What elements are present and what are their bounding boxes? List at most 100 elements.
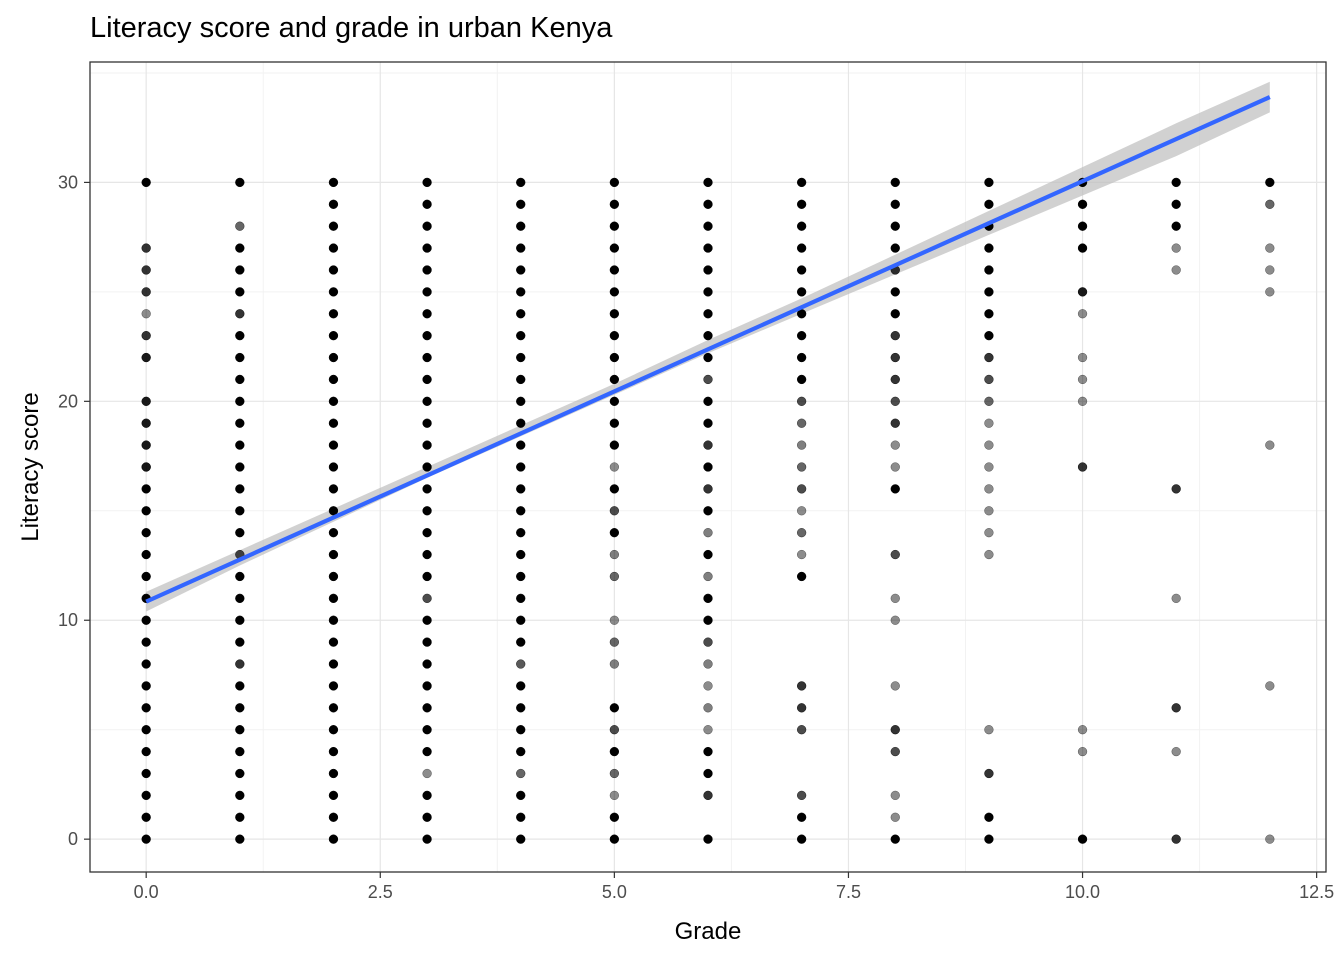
data-point [141, 768, 151, 779]
data-point [422, 309, 432, 319]
data-point [609, 659, 620, 669]
data-point [703, 725, 713, 735]
data-point [703, 681, 713, 691]
data-point [890, 374, 900, 385]
data-point [235, 221, 245, 231]
data-point [609, 243, 620, 253]
data-point [609, 374, 620, 385]
x-tick-label: 2.5 [368, 882, 393, 902]
data-point [703, 615, 713, 625]
data-point [703, 549, 713, 560]
data-point [328, 725, 339, 735]
data-point [796, 199, 807, 209]
data-point [328, 221, 339, 231]
data-point [1171, 199, 1181, 209]
data-point [609, 330, 620, 341]
data-point [984, 309, 994, 319]
confidence-band-layer [146, 81, 1270, 612]
data-points [141, 177, 1275, 844]
data-point [609, 790, 620, 801]
data-point [703, 418, 713, 428]
data-point [516, 462, 526, 472]
data-point [235, 615, 245, 625]
data-point [984, 418, 994, 428]
data-point [796, 418, 807, 428]
data-point [1171, 593, 1181, 604]
data-point [609, 287, 620, 297]
data-point [235, 571, 245, 582]
data-point [141, 462, 151, 472]
data-point [609, 352, 620, 363]
data-point [422, 681, 432, 691]
data-point [890, 549, 900, 560]
data-point [796, 396, 807, 406]
data-point [516, 812, 526, 822]
data-point [141, 659, 151, 669]
data-point [1171, 484, 1181, 494]
data-point [328, 703, 339, 713]
data-point [235, 637, 245, 647]
data-point [235, 484, 245, 494]
data-point [235, 309, 245, 319]
data-point [1077, 834, 1088, 844]
data-point [235, 177, 245, 188]
data-point [890, 462, 900, 472]
data-point [703, 309, 713, 319]
data-point [609, 265, 620, 275]
data-point [235, 243, 245, 253]
data-point [984, 396, 994, 406]
data-point [516, 243, 526, 253]
data-point [703, 243, 713, 253]
data-point [141, 418, 151, 428]
data-point [984, 812, 994, 822]
y-tick-label: 10 [58, 610, 78, 630]
data-point [422, 221, 432, 231]
data-point [609, 528, 620, 538]
data-point [516, 221, 526, 231]
data-point [890, 440, 900, 450]
data-point [703, 265, 713, 275]
data-point [141, 637, 151, 647]
data-point [796, 265, 807, 275]
data-point [1077, 396, 1088, 406]
data-point [516, 352, 526, 363]
data-point [609, 199, 620, 209]
data-point [422, 790, 432, 801]
data-point [703, 177, 713, 188]
data-point [328, 396, 339, 406]
data-point [703, 352, 713, 363]
data-point [796, 549, 807, 560]
data-point [890, 177, 900, 188]
data-point [422, 746, 432, 757]
data-point [516, 330, 526, 341]
data-point [796, 834, 807, 844]
data-point [235, 462, 245, 472]
data-point [516, 528, 526, 538]
data-point [328, 681, 339, 691]
data-point [422, 440, 432, 450]
data-point [609, 221, 620, 231]
data-point [328, 330, 339, 341]
data-point [141, 549, 151, 560]
data-point [609, 484, 620, 494]
data-point [984, 199, 994, 209]
data-point [1265, 265, 1275, 275]
data-point [422, 725, 432, 735]
data-point [516, 768, 526, 779]
data-point [984, 352, 994, 363]
data-point [235, 746, 245, 757]
fit-line-layer [145, 95, 1271, 604]
data-point [890, 812, 900, 822]
data-point [422, 243, 432, 253]
data-point [141, 309, 151, 319]
data-point [422, 374, 432, 385]
y-tick-label: 0 [68, 829, 78, 849]
data-point [609, 418, 620, 428]
data-point [703, 484, 713, 494]
data-point [1171, 265, 1181, 275]
data-point [1077, 287, 1088, 297]
data-point [984, 768, 994, 779]
data-point [890, 746, 900, 757]
data-point [516, 703, 526, 713]
